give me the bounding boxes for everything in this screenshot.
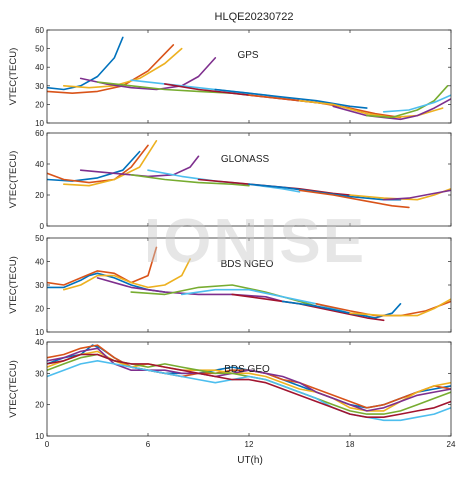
series-line-glonass-1: [47, 150, 141, 182]
system-label-bds-ngeo: BDS NGEO: [221, 259, 274, 270]
x-tick-label: 6: [146, 440, 151, 449]
series-line-glonass-4: [79, 155, 200, 178]
series-line-bds-ngeo-7: [231, 293, 385, 322]
series-line-gps-9: [248, 94, 402, 119]
system-label-bds-geo: BDS GEO: [224, 364, 270, 375]
series-group-bds-ngeo: [47, 246, 451, 322]
x-axis-label: UT(h): [237, 455, 263, 466]
watermark-text: IONISE: [144, 207, 366, 276]
series-line-gps-3: [62, 47, 183, 89]
series-line-gps-2: [47, 44, 175, 94]
series-line-glonass-2: [47, 144, 149, 184]
plot-area-bds-geo: [47, 342, 451, 436]
series-line-gps-8: [214, 88, 368, 109]
series-line-bds-ngeo-3: [62, 258, 191, 291]
x-tick-label: 24: [447, 440, 456, 449]
y-tick-label-glonass: 40: [35, 160, 44, 169]
series-line-gps-4: [79, 57, 217, 91]
x-tick-label: 0: [45, 440, 50, 449]
y-axis-label-glonass: VTEC(TECU): [8, 151, 19, 209]
series-group-bds-geo: [47, 344, 451, 422]
y-tick-label-gps: 50: [35, 45, 44, 54]
panel-gps: 10 20 30 40 50 60 VTEC(TECU) GPS: [8, 26, 452, 128]
series-line-gps-11: [332, 98, 451, 121]
x-tick-label: 12: [245, 440, 254, 449]
y-axis-label-bds-geo: VTEC(TECU): [8, 360, 19, 418]
series-line-bds-geo-7: [47, 353, 451, 419]
y-tick-label-bds-geo: 10: [35, 432, 44, 441]
series-line-bds-ngeo-10: [349, 298, 451, 317]
system-label-glonass: GLONASS: [221, 154, 270, 165]
series-group-gps: [47, 36, 451, 121]
y-tick-label-gps: 30: [35, 82, 44, 91]
y-tick-label-gps: 10: [35, 119, 44, 128]
y-tick-label-bds-geo: 20: [35, 401, 44, 410]
y-tick-label-bds-geo: 30: [35, 369, 44, 378]
series-line-gps-12: [365, 85, 449, 119]
y-tick-label-gps: 40: [35, 63, 44, 72]
y-tick-label-bds-ngeo: 10: [35, 328, 44, 337]
series-line-glonass-5: [130, 174, 250, 187]
series-line-bds-geo-6: [47, 359, 451, 422]
y-tick-label-bds-ngeo: 50: [35, 234, 44, 243]
y-tick-label-glonass: 60: [35, 129, 44, 138]
series-line-bds-ngeo-4: [96, 277, 284, 303]
system-label-gps: GPS: [237, 50, 258, 61]
y-axis-label-gps: VTEC(TECU): [8, 48, 19, 106]
y-tick-label-glonass: 0: [40, 222, 45, 231]
y-tick-label-glonass: 20: [35, 191, 44, 200]
panel-glonass: 0 20 40 60 VTEC(TECU) GLONASS: [8, 129, 452, 231]
y-axis-label-bds-ngeo: VTEC(TECU): [8, 256, 19, 314]
x-tick-label: 18: [346, 440, 355, 449]
series-line-bds-ngeo-1: [47, 272, 166, 293]
series-line-bds-ngeo-2: [47, 246, 158, 286]
plot-area-gps: [47, 30, 451, 123]
series-group-glonass: [47, 140, 451, 209]
chart-title: HLQE20230722: [215, 11, 294, 23]
y-tick-label-bds-ngeo: 20: [35, 305, 44, 314]
panel-bds-geo: 10 20 30 40 0 6 12 18 24 VTEC(TECU) BDS GEO: [8, 338, 456, 449]
series-line-glonass-9: [298, 189, 410, 209]
y-tick-label-bds-geo: 40: [35, 338, 44, 347]
y-tick-label-bds-ngeo: 30: [35, 281, 44, 290]
panel-bds-ngeo: 10 20 30 40 50 VTEC(TECU) BDS NGEO: [8, 234, 452, 337]
series-line-glonass-3: [62, 140, 158, 187]
y-tick-label-gps: 60: [35, 26, 44, 35]
series-line-glonass-11: [382, 189, 451, 201]
y-tick-label-bds-ngeo: 40: [35, 258, 44, 267]
series-line-bds-ngeo-8: [281, 300, 402, 319]
y-tick-label-gps: 20: [35, 100, 44, 109]
series-line-gps-1: [47, 36, 124, 91]
series-line-gps-13: [382, 94, 451, 113]
series-line-bds-ngeo-5: [130, 284, 318, 307]
